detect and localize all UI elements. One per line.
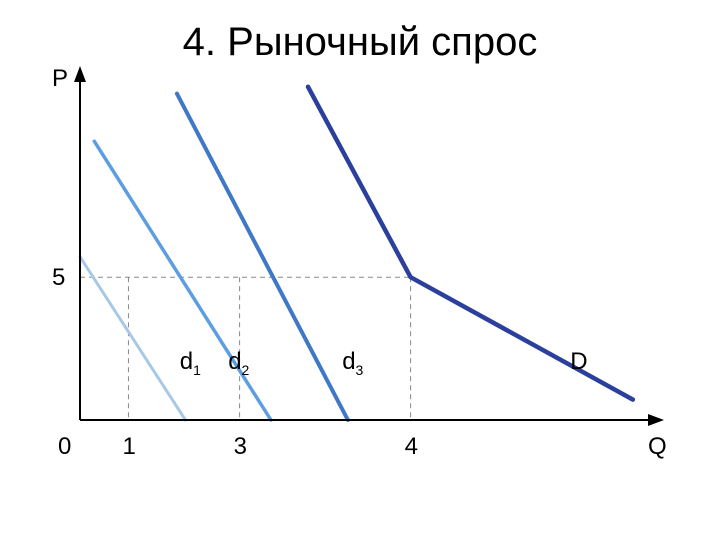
svg-text:P: P xyxy=(52,65,68,92)
svg-text:4: 4 xyxy=(405,433,418,460)
svg-text:5: 5 xyxy=(52,264,65,291)
svg-text:d1: d1 xyxy=(180,348,201,378)
svg-text:1: 1 xyxy=(122,433,135,460)
svg-text:Q: Q xyxy=(648,433,667,460)
demand-chart: P Q 0 5 1 3 4 d1 d2 d3 D xyxy=(0,0,720,540)
svg-text:D: D xyxy=(570,348,587,375)
svg-text:d3: d3 xyxy=(342,348,363,378)
svg-text:3: 3 xyxy=(234,433,247,460)
svg-text:0: 0 xyxy=(58,433,71,460)
svg-text:d2: d2 xyxy=(228,348,249,378)
